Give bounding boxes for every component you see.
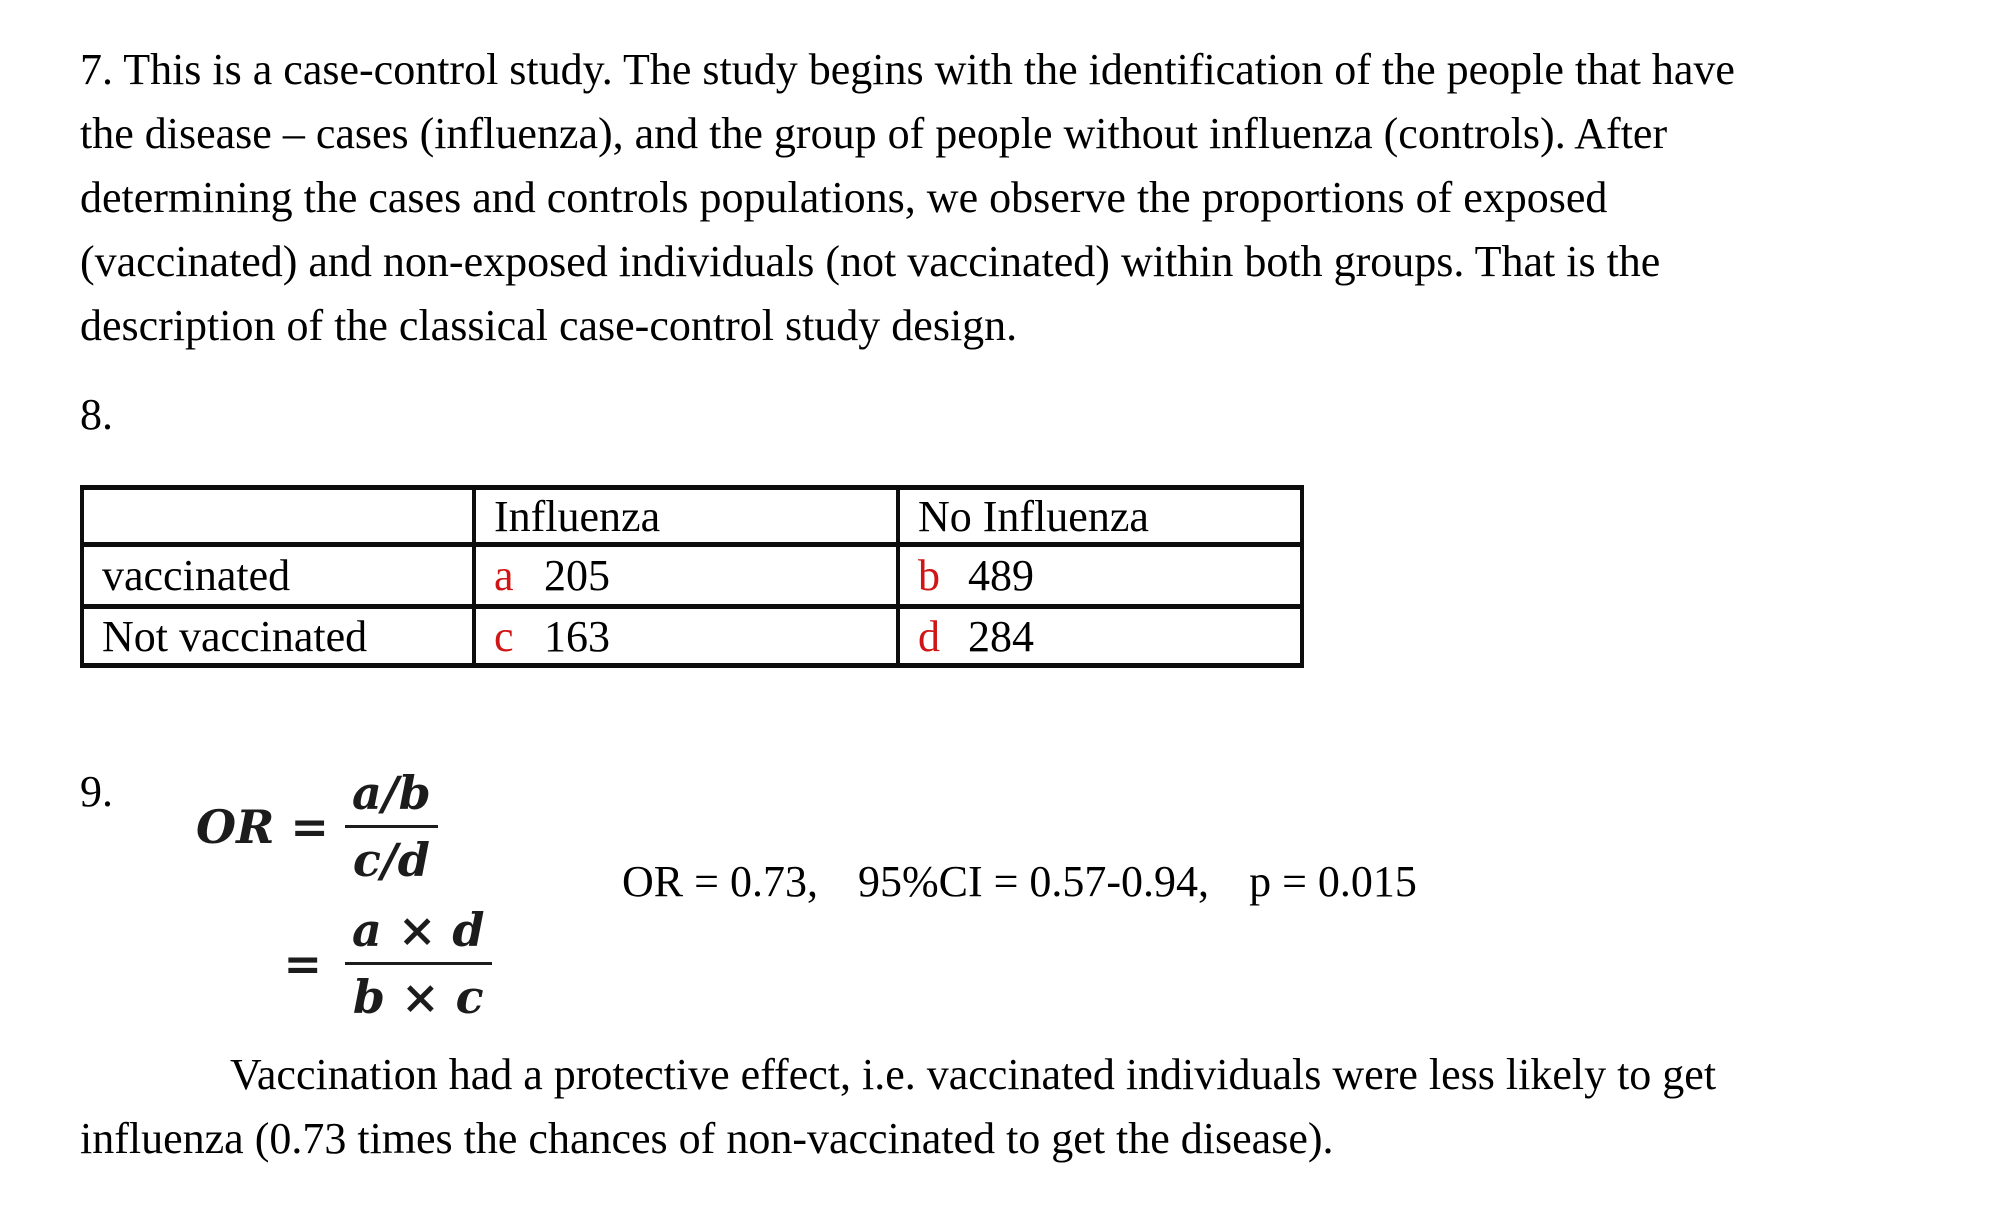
formula-lhs-or-equals: OR = <box>196 799 329 854</box>
table-header-row: Influenza No Influenza <box>80 485 1304 547</box>
table-row-not-vaccinated: Not vaccinated c 163 d 284 <box>80 604 1304 668</box>
table-row-vaccinated: vaccinated a 205 b 489 <box>80 542 1304 609</box>
formula-lhs-equals: = <box>283 936 322 991</box>
paragraph-line: determining the cases and controls popul… <box>80 173 1608 222</box>
fraction-ab-over-cd: a/b c/d <box>344 770 439 883</box>
odds-ratio-formula: OR = a/b c/d = a × d b × c <box>196 770 493 1020</box>
row-label-vaccinated: vaccinated <box>80 542 476 609</box>
cell-c: c 163 <box>472 604 900 668</box>
paragraph-line: 7. This is a case-control study. The stu… <box>80 45 1735 94</box>
paragraph-line: influenza (0.73 times the chances of non… <box>80 1114 1334 1163</box>
formula-line-1: OR = a/b c/d <box>196 770 493 883</box>
paragraph-line: description of the classical case-contro… <box>80 301 1018 350</box>
contingency-table: Influenza No Influenza vaccinated a 205 b… <box>80 485 1304 668</box>
fraction-numerator: a/b <box>352 766 431 820</box>
paragraph-line: Vaccination had a protective effect, i.e… <box>230 1050 1717 1099</box>
cell-b: b 489 <box>896 542 1304 609</box>
cell-value-c: 163 <box>544 611 610 661</box>
item-8-label: 8. <box>80 390 113 439</box>
cell-value-d: 284 <box>968 611 1034 661</box>
item-9-label: 9. <box>80 767 113 816</box>
cell-value-a: 205 <box>544 551 610 600</box>
header-cell-no-influenza: No Influenza <box>896 485 1304 547</box>
fraction-ad-over-bc: a × d b × c <box>344 907 493 1020</box>
paragraph-line: the disease – cases (influenza), and the… <box>80 109 1668 158</box>
confidence-interval-value: 95%CI = 0.57-0.94, <box>857 857 1210 906</box>
fraction-numerator: a × d <box>352 903 485 957</box>
header-cell-influenza: Influenza <box>472 485 900 547</box>
cell-d: d 284 <box>896 604 1304 668</box>
cell-marker-b: b <box>918 551 940 600</box>
odds-ratio-value: OR = 0.73, <box>622 857 818 906</box>
conclusion-paragraph: Vaccination had a protective effect, i.e… <box>80 1043 1716 1171</box>
cell-marker-a: a <box>494 551 514 600</box>
p-value: p = 0.015 <box>1249 857 1417 906</box>
fraction-denominator: c/d <box>344 825 438 883</box>
cell-value-b: 489 <box>968 551 1034 600</box>
row-label-not-vaccinated: Not vaccinated <box>80 604 476 668</box>
results-line: OR = 0.73, 95%CI = 0.57-0.94, p = 0.015 <box>622 860 1417 904</box>
fraction-denominator: b × c <box>344 962 492 1020</box>
formula-line-2: = a × d b × c <box>196 907 493 1020</box>
cell-marker-c: c <box>494 611 514 661</box>
cell-a: a 205 <box>472 542 900 609</box>
paragraph-line: (vaccinated) and non-exposed individuals… <box>80 237 1661 286</box>
paragraph-case-control-description: 7. This is a case-control study. The stu… <box>80 38 1735 358</box>
header-cell-empty <box>80 485 476 547</box>
cell-marker-d: d <box>918 611 940 661</box>
